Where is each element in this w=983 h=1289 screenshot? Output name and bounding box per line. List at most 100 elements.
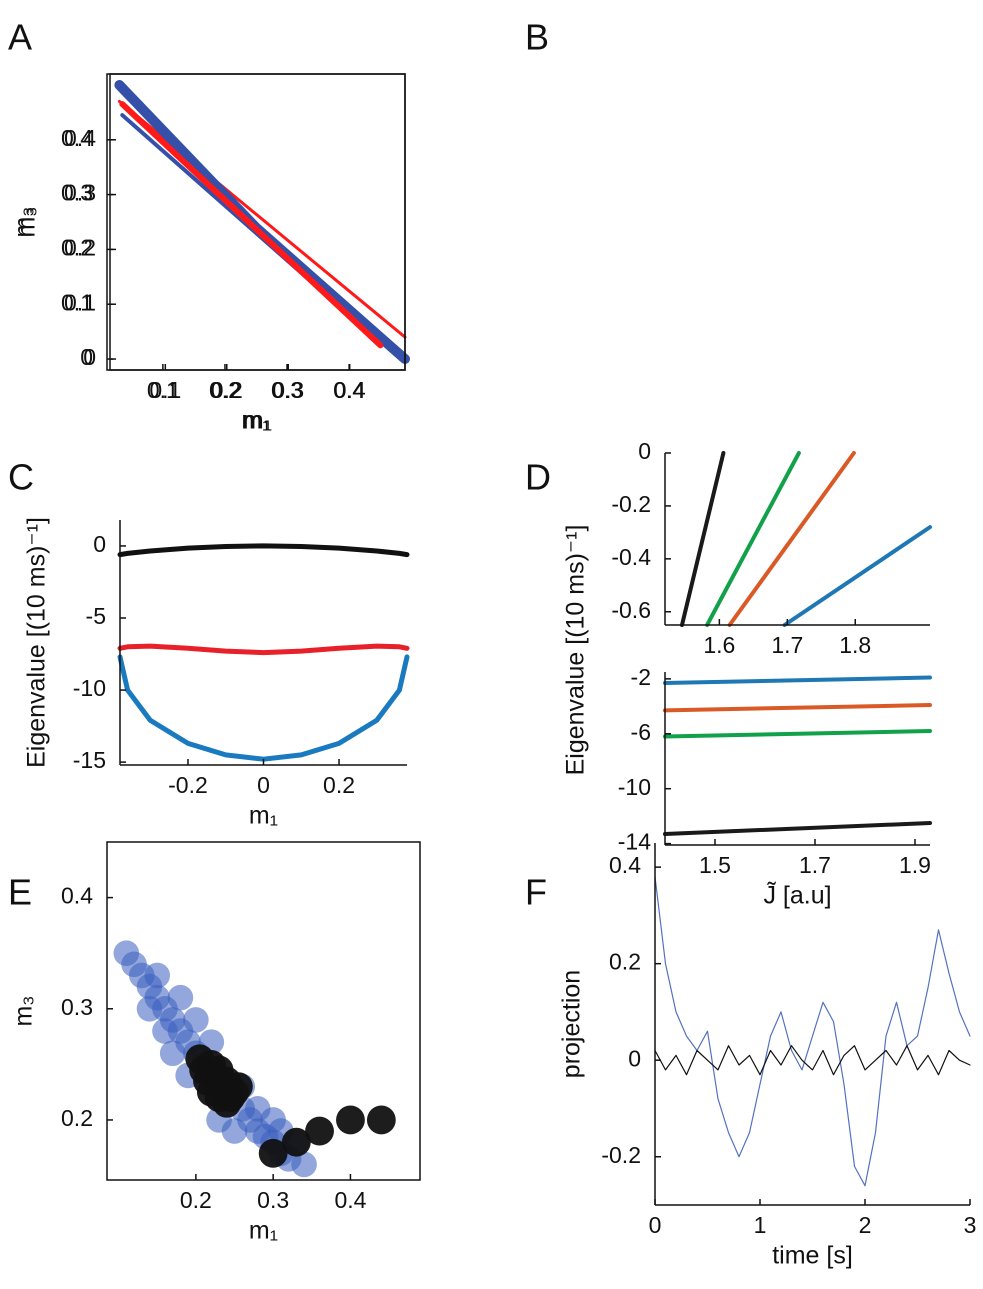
y-tick-label: -0.2 — [611, 491, 651, 517]
x-tick-label: 0.3 — [271, 377, 303, 403]
x-axis-label: time [s] — [772, 1242, 853, 1270]
x-tick-label: 0 — [649, 1212, 662, 1238]
y-axis-label: m₃ — [10, 995, 38, 1026]
y-tick-label: 0.1 — [64, 289, 96, 315]
x-tick-label: 1.9 — [899, 852, 931, 878]
x-tick-label: -0.2 — [168, 772, 208, 798]
y-tick-label: 0.3 — [61, 994, 93, 1020]
series-line — [663, 675, 932, 685]
y-tick-label: -0.4 — [611, 544, 651, 570]
y-axis-label: Eigenvalue [(10 ms)⁻¹] — [23, 517, 51, 768]
x-axis-label: m₁ — [243, 407, 272, 435]
y-tick-label: -10 — [73, 675, 106, 701]
x-axis-label: J̃ [a.u] — [763, 881, 831, 909]
axes-box — [109, 73, 406, 371]
x-tick-label: 2 — [859, 1212, 872, 1238]
x-tick-label: 0.2 — [209, 377, 241, 403]
x-tick-label: 0.2 — [180, 1187, 212, 1213]
panel-letter: D — [525, 457, 551, 498]
x-tick-label: 0.3 — [272, 377, 304, 403]
x-tick-label: 1.6 — [703, 632, 735, 658]
scatter-point — [305, 1116, 334, 1146]
y-tick-label: 0 — [80, 344, 93, 370]
x-axis-label: m₁ — [249, 1217, 278, 1245]
y-axis-label: m₃ — [13, 206, 41, 237]
y-tick-label: 0 — [628, 1045, 641, 1071]
y-tick-label: 0 — [93, 531, 106, 557]
y-tick-label: -2 — [631, 664, 651, 690]
scatter-point — [152, 1018, 178, 1044]
scatter-point — [223, 1072, 253, 1102]
panel-letter: C — [8, 457, 34, 498]
panel-letter: B — [525, 17, 549, 58]
x-tick-label: 0.2 — [211, 377, 243, 403]
x-tick-label: 1 — [754, 1212, 767, 1238]
y-axis-label: m₃ — [10, 206, 38, 237]
x-tick-label: 0.3 — [257, 1187, 289, 1213]
y-tick-label: 0.2 — [64, 234, 96, 260]
series-line — [117, 643, 410, 656]
y-tick-label: 0.3 — [64, 180, 96, 206]
panel-letter: A — [8, 17, 32, 58]
y-tick-label: 0.4 — [61, 125, 93, 151]
scatter-point — [366, 1105, 396, 1135]
x-tick-label: 0.1 — [149, 377, 181, 403]
series-line — [654, 876, 971, 1187]
y-tick-label: -5 — [86, 603, 106, 629]
x-axis-label: m₁ — [249, 802, 278, 830]
scatter-point — [159, 1040, 186, 1067]
x-tick-label: 0.4 — [334, 377, 366, 403]
y-tick-label: -10 — [618, 774, 651, 800]
y-axis-label: Eigenvalue [(10 ms)⁻¹] — [562, 525, 590, 776]
series-line — [727, 451, 856, 627]
x-tick-label: 1.7 — [771, 632, 803, 658]
scatter-point — [185, 1044, 215, 1074]
series-line — [654, 1045, 971, 1076]
y-tick-label: 0 — [638, 438, 651, 464]
y-tick-label: 0.2 — [61, 234, 93, 260]
y-axis-label: projection — [558, 970, 586, 1078]
y-tick-label: -0.6 — [611, 597, 651, 623]
series-line — [663, 729, 932, 739]
scatter-point — [144, 962, 171, 989]
x-tick-label: 0 — [257, 772, 270, 798]
panel-letter: E — [8, 872, 32, 913]
scatter-point — [167, 984, 194, 1011]
series-line — [705, 451, 801, 627]
series-line — [114, 80, 410, 364]
y-tick-label: 0.4 — [61, 883, 93, 909]
series-line — [117, 543, 410, 558]
y-tick-label: 0.1 — [61, 289, 93, 315]
axes-box — [106, 841, 421, 1181]
scatter-point — [291, 1151, 317, 1178]
series-line — [663, 703, 932, 713]
x-tick-label: 3 — [964, 1212, 977, 1238]
y-tick-label: 0.4 — [64, 125, 96, 151]
y-tick-label: -6 — [631, 719, 651, 745]
x-tick-label: 0.2 — [323, 772, 355, 798]
scatter-point — [183, 1007, 209, 1033]
y-tick-label: 0.3 — [61, 180, 93, 206]
series-line — [680, 451, 726, 627]
scatter-point — [281, 1127, 311, 1157]
scatter-point — [258, 1138, 288, 1168]
x-axis-label: m₁ — [241, 407, 270, 435]
series-line — [782, 525, 932, 627]
x-tick-label: 0.4 — [333, 377, 365, 403]
y-tick-label: 0.2 — [61, 1105, 93, 1131]
y-tick-label: 0.4 — [609, 852, 641, 878]
y-tick-label: -0.2 — [601, 1142, 641, 1168]
y-tick-label: 0.2 — [609, 949, 641, 975]
scatter-point — [336, 1105, 365, 1135]
y-tick-label: -14 — [618, 829, 651, 855]
x-tick-label: 1.8 — [839, 632, 871, 658]
x-tick-label: 0.4 — [334, 1187, 366, 1213]
series-line — [119, 101, 384, 349]
series-line — [117, 654, 410, 762]
series-line — [663, 821, 932, 836]
x-tick-label: 1.5 — [699, 852, 731, 878]
panel-letter: F — [525, 872, 547, 913]
x-tick-label: 1.7 — [799, 852, 831, 878]
y-tick-label: 0 — [83, 344, 96, 370]
